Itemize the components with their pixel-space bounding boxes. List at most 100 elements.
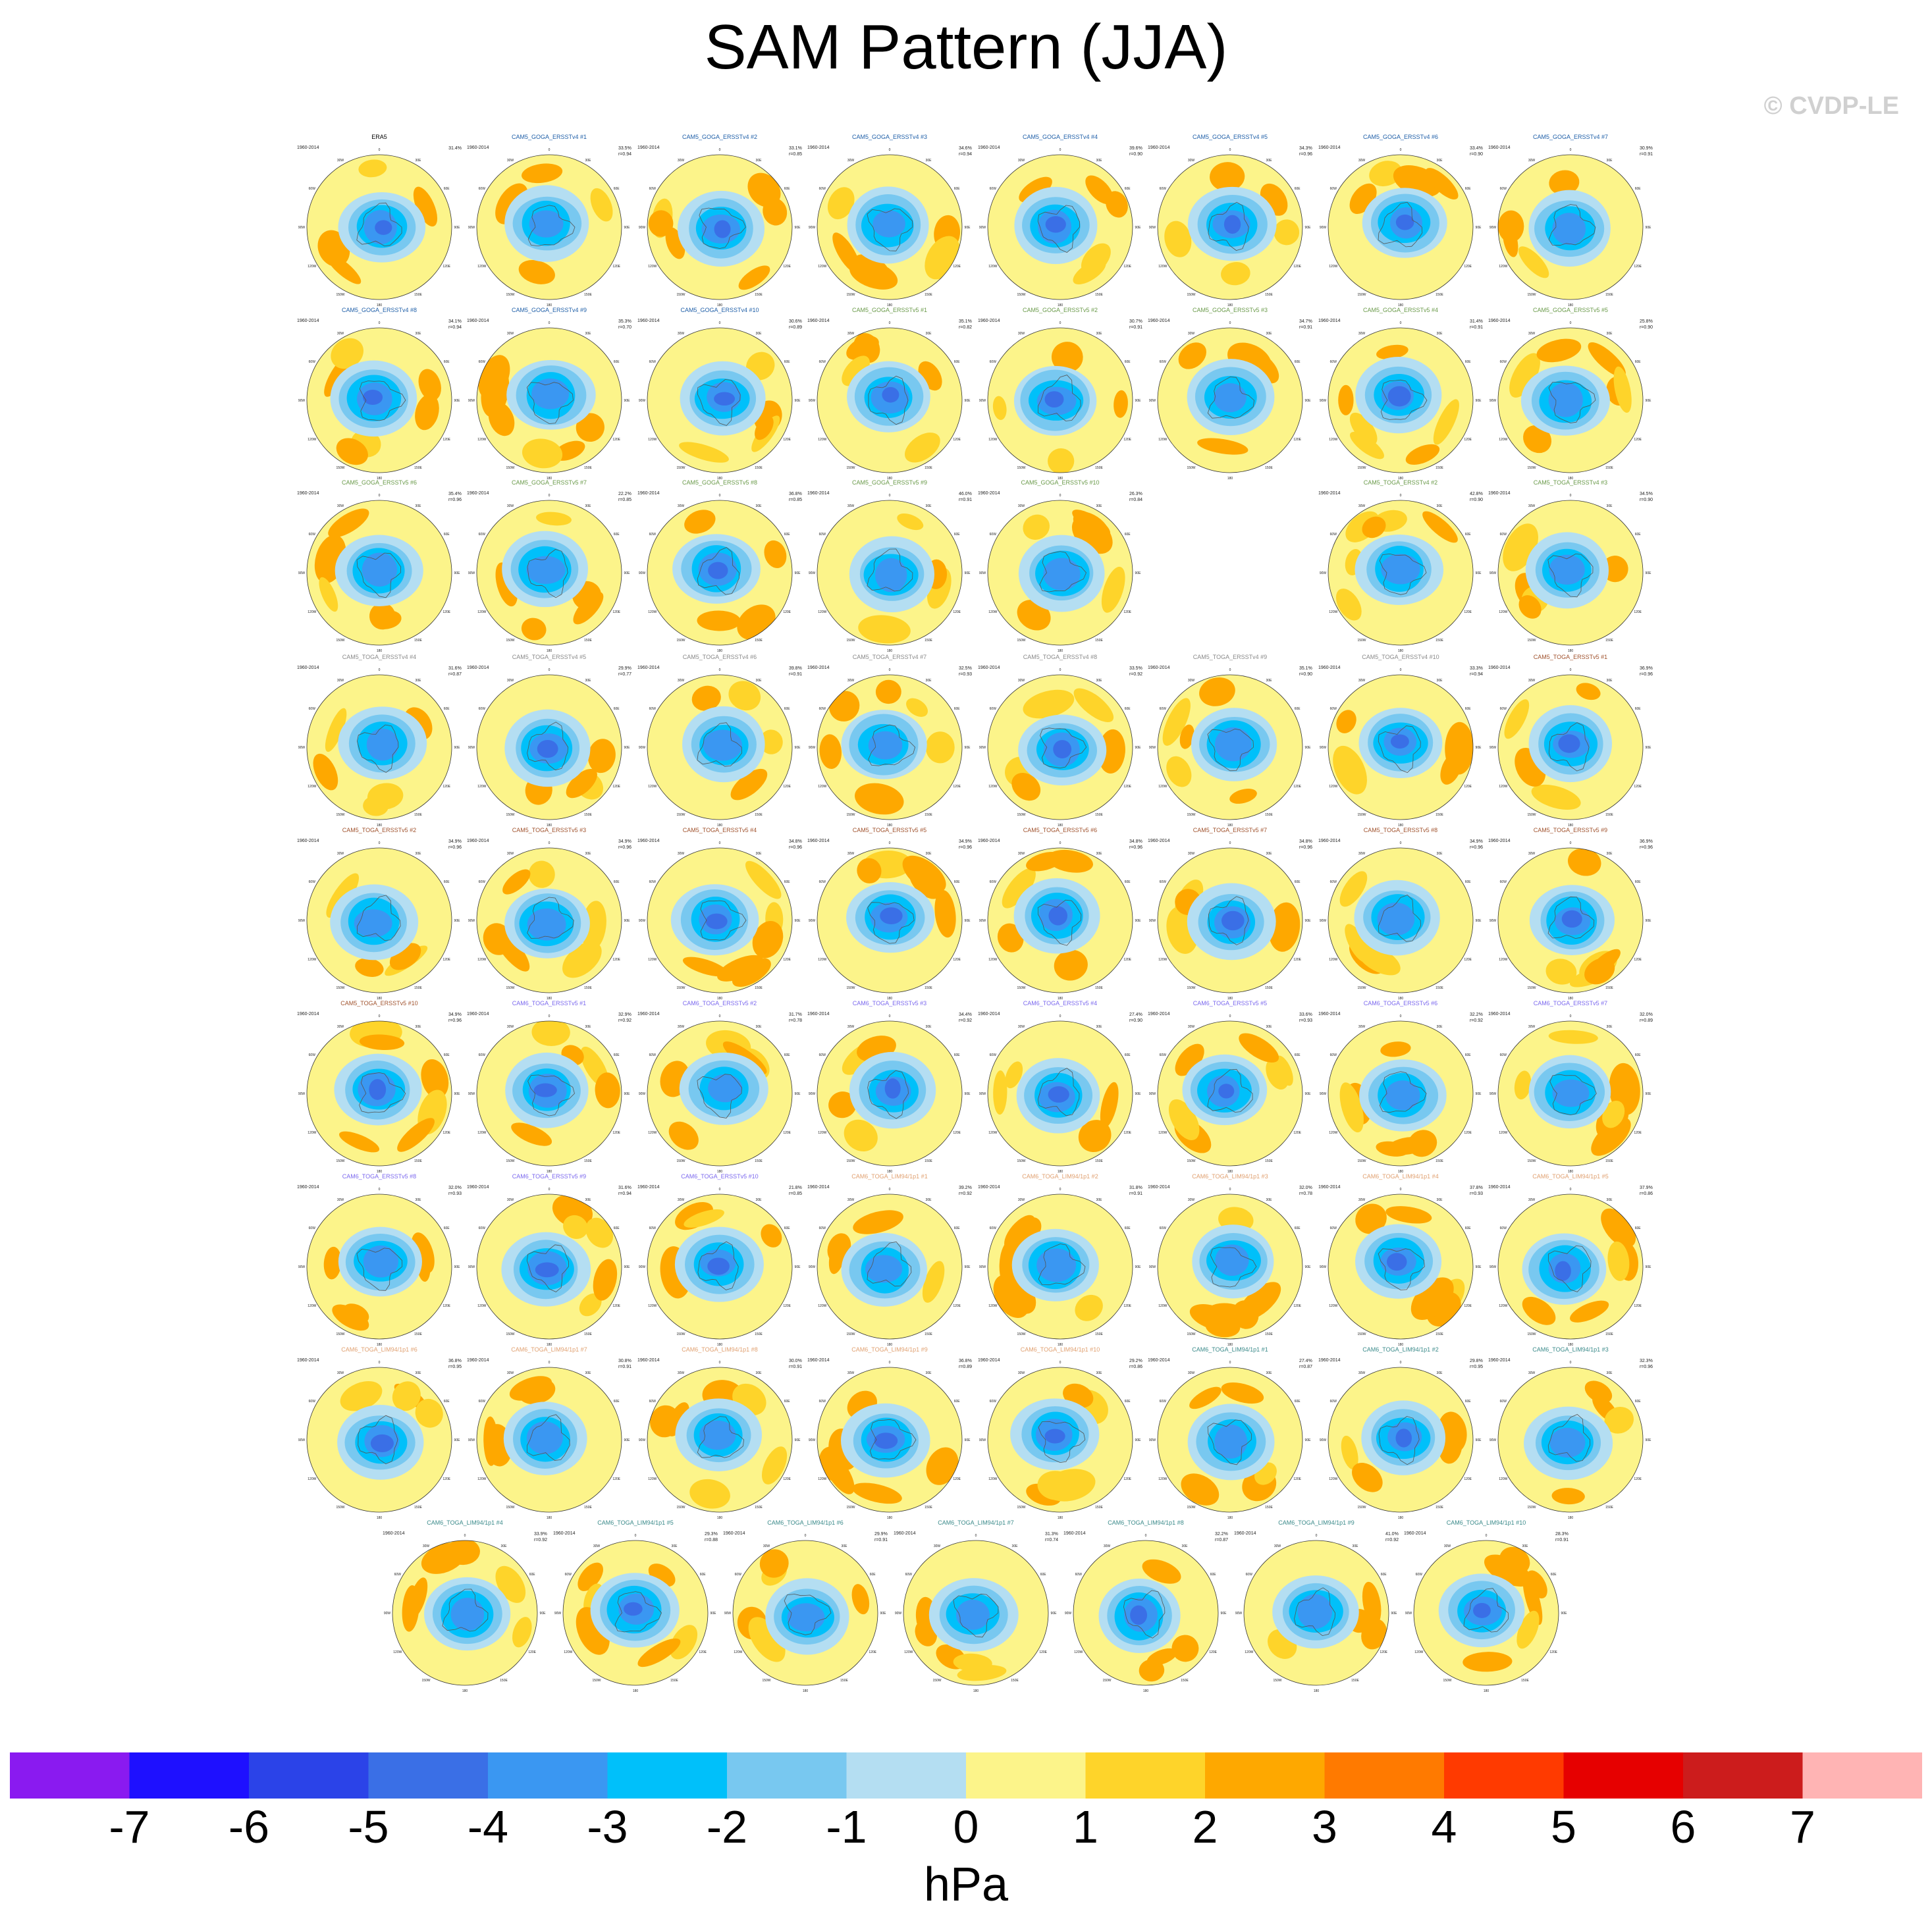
longitude-label: 60E [954, 533, 961, 537]
panel-pct: 32.3% [1639, 1359, 1653, 1363]
longitude-label: 150W [676, 986, 685, 990]
longitude-label: 60W [1500, 880, 1507, 884]
positive-anomaly [1023, 514, 1050, 540]
longitude-label: 90E [454, 1092, 461, 1096]
longitude-label: 90W [384, 1612, 391, 1616]
longitude-label: 150W [592, 1679, 601, 1683]
panel-pct: 34.9% [1469, 839, 1483, 844]
map-border [392, 1540, 538, 1686]
longitude-label: 120E [1464, 1477, 1472, 1481]
panel-variance: 29.3% r=0.88 [705, 1531, 718, 1543]
coastline [527, 1074, 575, 1117]
longitude-label: 120E [1293, 1131, 1301, 1135]
longitude-label: 30W [337, 504, 344, 508]
longitude-label: 60W [1160, 360, 1167, 364]
longitude-label: 30E [1096, 679, 1103, 683]
longitude-label: 180 [717, 1516, 723, 1520]
longitude-label: 0 [379, 494, 381, 498]
map-border [1497, 327, 1644, 473]
longitude-label: 150W [1017, 1159, 1025, 1163]
panel-pct: 34.9% [448, 839, 462, 844]
longitude-label: 150E [1605, 1506, 1613, 1510]
positive-anomaly [418, 369, 441, 401]
longitude-label: 90W [809, 226, 816, 230]
longitude-label: 180 [1058, 1516, 1063, 1520]
longitude-label: 90E [795, 1092, 801, 1096]
panel-title: CAM5_TOGA_ERSSTv4 #4 [342, 654, 417, 660]
panel-variance: 39.6% r=0.90 [1129, 145, 1142, 157]
negative-anomaly [714, 392, 736, 406]
longitude-label: 0 [1060, 494, 1061, 498]
longitude-label: 90E [1135, 746, 1142, 750]
coastline [527, 897, 574, 939]
longitude-label: 90W [1320, 571, 1327, 575]
coastline [1378, 1248, 1425, 1290]
longitude-label: 120W [1329, 610, 1337, 614]
positive-anomaly [1075, 1294, 1103, 1321]
panel-pct: 21.8% [788, 1186, 802, 1190]
sam-map-panel: 0 30E 60E 90E 120E 150E 180 150W 120W 90W 60W 30W CA… [975, 1346, 1145, 1520]
map-border [476, 154, 622, 300]
panel-title: CAM5_GOGA_ERSSTv4 #10 [680, 307, 759, 313]
panel-period: 1960-2014 [553, 1531, 576, 1536]
panel-title: CAM6_TOGA_ERSSTv5 #8 [342, 1173, 417, 1180]
panel-title: CAM6_TOGA_LIM94/1p1 #3 [1192, 1173, 1268, 1180]
panel-variance: 32.0% r=0.93 [448, 1185, 462, 1197]
panel-title: CAM6_TOGA_LIM94/1p1 #4 [1362, 1173, 1439, 1180]
longitude-label: 30W [1358, 679, 1366, 683]
longitude-label: 30W [1018, 852, 1025, 856]
longitude-label: 60W [990, 1226, 997, 1230]
sam-map-panel: 0 30E 60E 90E 120E 150E 180 150W 120W 90W 60W 30W CA… [464, 134, 634, 307]
panel-pct: 32.0% [1639, 1012, 1653, 1017]
positive-anomaly [1433, 399, 1459, 445]
panel-r: r=0.90 [1639, 498, 1653, 502]
longitude-label: 150E [925, 1159, 932, 1163]
longitude-label: 90W [468, 226, 475, 230]
positive-anomaly [1355, 1203, 1387, 1234]
positive-anomaly [1171, 1635, 1199, 1662]
panel-pct: 34.7% [1299, 319, 1312, 324]
longitude-label: 90W [809, 399, 816, 403]
longitude-label: 30W [1018, 159, 1025, 163]
longitude-label: 90W [979, 1265, 986, 1269]
positive-anomaly [953, 1653, 992, 1672]
longitude-label: 150W [506, 466, 514, 470]
coastline [614, 1591, 662, 1633]
longitude-label: 120W [1499, 1477, 1507, 1481]
panel-variance: 34.8% r=0.96 [789, 839, 802, 851]
longitude-label: 30W [1528, 1371, 1536, 1375]
longitude-label: 60E [1040, 1573, 1047, 1577]
longitude-label: 0 [889, 841, 891, 845]
coastline [1463, 1588, 1509, 1633]
longitude-label: 90E [1476, 1092, 1482, 1096]
panel-variance: 36.9% r=0.96 [1640, 666, 1653, 677]
negative-anomaly [1558, 734, 1580, 753]
panel-variance: 34.7% r=0.91 [1299, 319, 1312, 330]
panel-period: 1960-2014 [467, 839, 489, 843]
colorbar-ticks: -7 -6 -5 -4 -3 -2 -1 0 1 2 3 4 5 6 7 [0, 1801, 1932, 1860]
coastline [356, 724, 399, 773]
longitude-label: 0 [1570, 1014, 1572, 1018]
positive-anomaly [684, 1209, 724, 1228]
longitude-label: 90W [1320, 746, 1327, 750]
longitude-label: 180 [1398, 477, 1404, 481]
positive-anomaly [522, 438, 563, 469]
longitude-label: 120E [1464, 265, 1472, 269]
longitude-label: 120W [904, 1650, 913, 1654]
positive-anomaly [925, 731, 955, 764]
longitude-label: 150W [1357, 813, 1366, 817]
panel-variance: 32.2% r=0.92 [1470, 1012, 1483, 1024]
panel-title: CAM5_GOGA_ERSSTv4 #3 [851, 134, 928, 140]
longitude-label: 150E [925, 1506, 932, 1510]
longitude-label: 180 [1568, 1343, 1574, 1347]
longitude-label: 180 [887, 1170, 893, 1174]
panel-period: 1960-2014 [978, 145, 1000, 150]
map-border [987, 1194, 1133, 1340]
longitude-label: 150E [1265, 1506, 1273, 1510]
